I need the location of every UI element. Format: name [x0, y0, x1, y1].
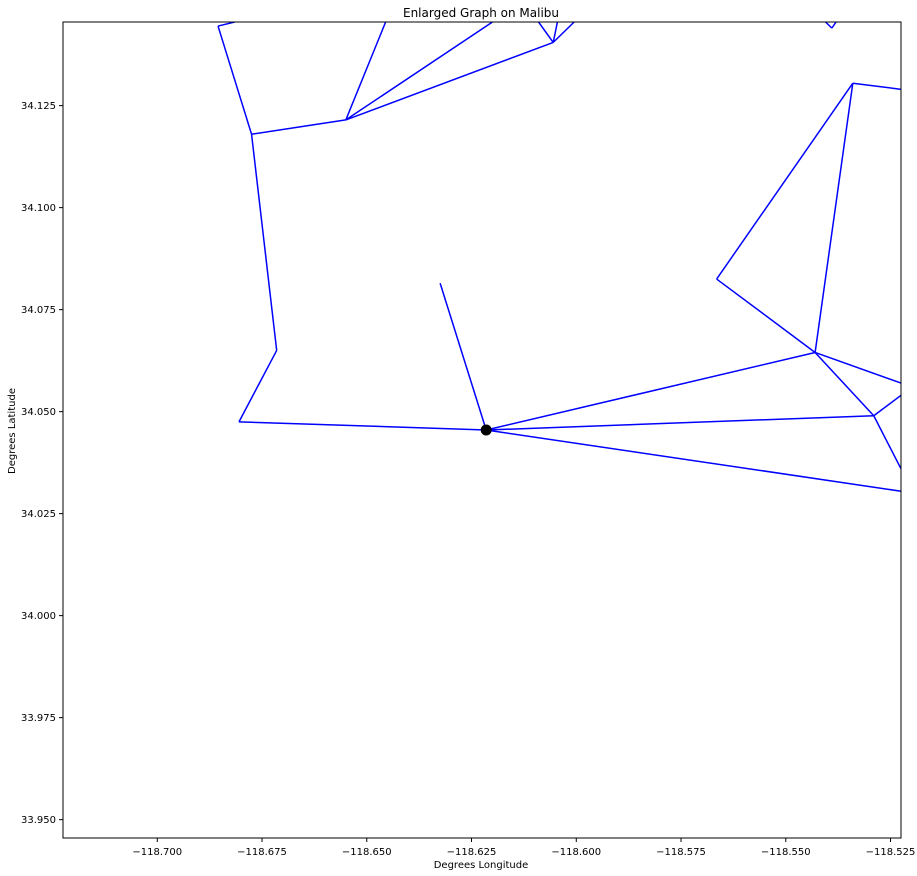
x-tick-label-7: −118.525 [866, 847, 916, 858]
edge-line-7 [345, 22, 387, 121]
edge-line-16 [716, 278, 816, 354]
x-tick-label-3: −118.625 [447, 847, 497, 858]
x-tick-label-4: −118.600 [551, 847, 601, 858]
y-axis-label: Degrees Latitude [7, 388, 18, 474]
edge-line-6 [251, 119, 346, 135]
edge-line-12 [552, 22, 575, 43]
y-tick-label-0: 33.950 [21, 815, 56, 826]
x-axis: −118.700 −118.675 −118.650 −118.625 −118.600… [132, 838, 915, 858]
x-axis-label: Degrees Longitude [434, 860, 529, 871]
edge-line-8 [345, 22, 493, 121]
edge-line-9 [345, 41, 554, 121]
y-tick-label-5: 34.075 [21, 305, 56, 316]
edge-line-21 [814, 351, 875, 417]
edge-line-3 [250, 134, 278, 351]
edges-layer [217, 22, 901, 492]
marker-layer [480, 424, 492, 436]
y-tick-label-2: 34.000 [21, 611, 56, 622]
chart-title: Enlarged Graph on Malibu [403, 6, 559, 20]
edge-line-23 [873, 394, 901, 417]
x-tick-label-0: −118.700 [132, 847, 182, 858]
y-tick-label-6: 34.100 [21, 203, 56, 214]
edge-line-22 [486, 414, 874, 431]
edge-line-25 [486, 429, 901, 492]
edge-line-13 [825, 22, 833, 29]
edge-line-24 [873, 415, 901, 470]
edge-line-1 [238, 421, 487, 431]
y-axis: 33.950 33.975 34.000 34.025 34.050 34.075 34.1… [21, 101, 63, 826]
edge-line-18 [814, 83, 854, 353]
edge-line-10 [537, 22, 554, 43]
edge-line-4 [217, 25, 253, 135]
x-tick-label-2: −118.650 [342, 847, 392, 858]
y-tick-label-3: 34.025 [21, 509, 56, 520]
y-tick-label-1: 33.975 [21, 713, 56, 724]
center-node-marker [480, 424, 492, 436]
edge-line-0 [439, 282, 487, 431]
x-tick-label-5: −118.575 [656, 847, 706, 858]
edge-line-5 [217, 22, 235, 27]
edge-line-2 [238, 350, 278, 423]
edge-line-17 [716, 82, 854, 280]
edge-line-14 [831, 22, 837, 29]
plot-frame [62, 21, 902, 839]
edge-line-19 [852, 82, 901, 91]
y-tick-label-7: 34.125 [21, 101, 56, 112]
x-tick-label-6: −118.550 [761, 847, 811, 858]
edge-line-15 [486, 351, 816, 431]
y-tick-label-4: 34.050 [21, 407, 56, 418]
edge-line-20 [814, 351, 901, 384]
x-tick-label-1: −118.675 [237, 847, 287, 858]
edge-line-11 [552, 22, 559, 43]
